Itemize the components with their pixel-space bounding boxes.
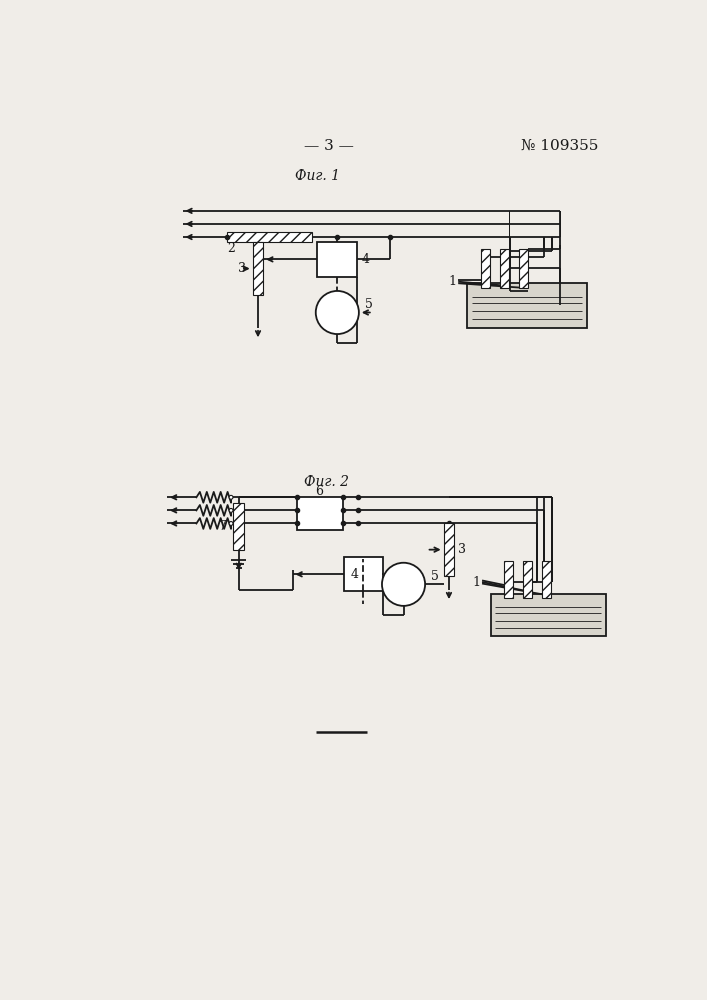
Text: 4: 4 (362, 253, 370, 266)
Bar (344, 557, 382, 591)
Bar (542, 561, 551, 598)
Bar (503, 561, 513, 598)
Bar (481, 249, 490, 288)
Bar (227, 232, 312, 242)
Text: 5: 5 (431, 570, 439, 583)
Text: 5: 5 (365, 298, 373, 311)
Text: — 3 —: — 3 — (304, 139, 354, 153)
Circle shape (229, 495, 233, 499)
Bar (491, 594, 606, 636)
Text: Фиг. 1: Фиг. 1 (295, 169, 340, 183)
Bar (233, 503, 244, 550)
Bar (523, 561, 532, 598)
Bar (510, 211, 560, 237)
Text: 1: 1 (472, 576, 481, 588)
Text: 3: 3 (458, 543, 466, 556)
Circle shape (382, 563, 425, 606)
Text: 3: 3 (238, 262, 247, 275)
Circle shape (229, 522, 233, 525)
Bar (296, 497, 343, 530)
Text: 1: 1 (449, 275, 457, 288)
Bar (252, 242, 264, 295)
Bar (467, 283, 587, 328)
Bar (443, 523, 455, 576)
Text: 4: 4 (351, 568, 358, 581)
Text: 6: 6 (315, 485, 324, 498)
Bar (519, 249, 528, 288)
Circle shape (316, 291, 359, 334)
Bar (500, 249, 509, 288)
Text: Фиг. 2: Фиг. 2 (304, 475, 349, 489)
Text: 2: 2 (227, 242, 235, 255)
Text: 7: 7 (218, 520, 226, 533)
Text: № 109355: № 109355 (521, 139, 599, 153)
Bar (317, 242, 357, 277)
Circle shape (229, 508, 233, 512)
